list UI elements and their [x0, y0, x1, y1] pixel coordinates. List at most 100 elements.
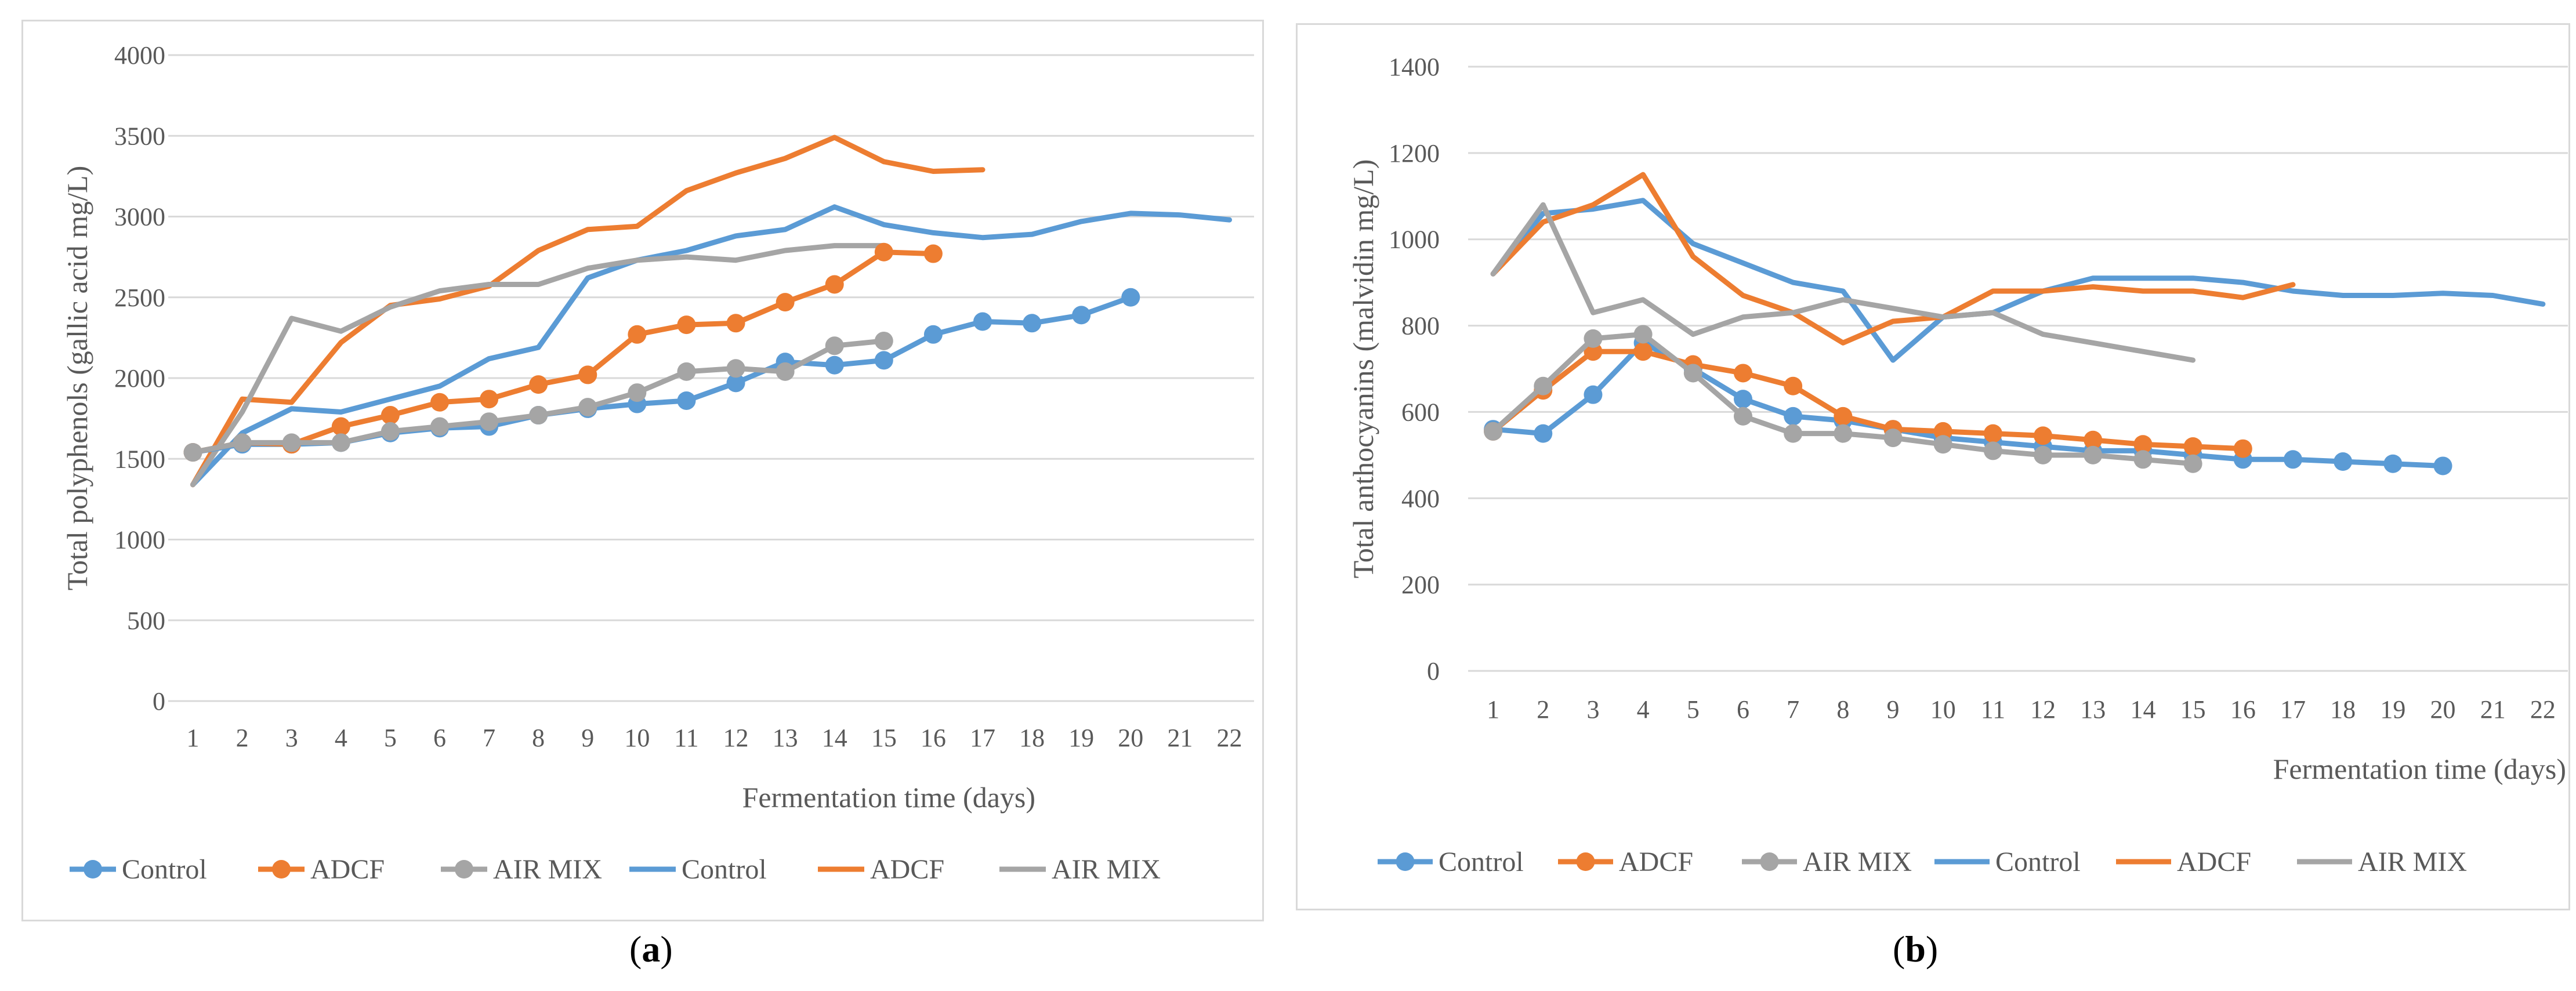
x-tick-label: 10 — [624, 724, 650, 752]
series-line-control — [1490, 198, 2546, 363]
x-tick-label: 12 — [723, 724, 749, 752]
x-tick-label: 7 — [1787, 695, 1799, 724]
x-tick-label: 6 — [433, 724, 446, 752]
data-point — [1784, 424, 1803, 443]
y-axis-title: Total anthocyanins (malvidin mg/L) — [1347, 159, 1379, 579]
data-point — [2433, 456, 2452, 475]
legend-marker — [1760, 852, 1779, 871]
y-axis-title: Total polyphenols (gallic acid mg/L) — [61, 166, 93, 590]
y-tick-label: 0 — [1427, 657, 1440, 685]
data-point — [1834, 424, 1853, 443]
data-point — [1633, 342, 1653, 361]
caption-b: (b) — [1893, 928, 1938, 971]
x-tick-label: 20 — [1118, 724, 1143, 752]
x-tick-label: 17 — [2280, 695, 2306, 724]
x-tick-label: 7 — [483, 724, 495, 752]
data-point — [2034, 445, 2053, 464]
data-point — [2183, 437, 2202, 456]
x-tick-label: 5 — [1687, 695, 1700, 724]
data-point — [1933, 435, 1952, 454]
y-tick-label: 4000 — [114, 41, 165, 70]
x-axis-title: Fermentation time (days) — [742, 781, 1035, 814]
data-point — [282, 433, 301, 452]
caption-b-open: ( — [1893, 928, 1905, 970]
legend-label: Control — [1995, 847, 2081, 877]
y-tick-label: 2000 — [114, 364, 165, 393]
data-point — [2084, 430, 2103, 449]
data-point — [628, 325, 647, 344]
x-tick-label: 18 — [2330, 695, 2356, 724]
data-point — [1983, 441, 2002, 460]
data-point — [2383, 454, 2403, 473]
data-point — [677, 391, 696, 410]
legend-label: Control — [1439, 847, 1524, 877]
x-tick-label: 19 — [1068, 724, 1094, 752]
data-point — [529, 375, 548, 394]
legend-label: ADCF — [870, 854, 944, 885]
data-point — [381, 422, 400, 441]
legend-marker — [272, 860, 291, 879]
data-point — [923, 244, 943, 263]
y-tick-label: 2500 — [114, 284, 165, 312]
x-tick-label: 20 — [2430, 695, 2456, 724]
caption-a: (a) — [629, 928, 673, 971]
y-tick-label: 1400 — [1389, 53, 1440, 81]
y-tick-label: 800 — [1401, 312, 1440, 340]
series-line-adcf — [190, 135, 986, 488]
caption-b-close: ) — [1925, 928, 1939, 970]
x-tick-label: 13 — [773, 724, 798, 752]
series-line-air-mix — [190, 243, 887, 488]
x-tick-label: 13 — [2080, 695, 2106, 724]
x-tick-label: 1 — [187, 724, 200, 752]
data-point — [1734, 406, 1752, 426]
y-tick-label: 3000 — [114, 203, 165, 231]
y-tick-label: 400 — [1401, 484, 1440, 513]
legend-label: AIR MIX — [1052, 854, 1161, 885]
data-point — [578, 365, 597, 384]
x-tick-label: 10 — [1930, 695, 1956, 724]
x-tick-label: 2 — [1537, 695, 1549, 724]
data-point — [776, 293, 795, 312]
data-point — [2183, 454, 2202, 473]
legend-label: Control — [682, 854, 767, 885]
data-point — [430, 417, 449, 436]
x-tick-label: 15 — [871, 724, 897, 752]
y-tick-label: 3500 — [114, 122, 165, 150]
x-tick-label: 6 — [1737, 695, 1749, 724]
data-point — [1072, 306, 1091, 325]
data-point — [2233, 439, 2252, 458]
data-point — [1933, 422, 1952, 441]
x-tick-label: 8 — [532, 724, 545, 752]
x-tick-label: 16 — [921, 724, 946, 752]
x-tick-label: 19 — [2380, 695, 2405, 724]
x-tick-label: 3 — [1586, 695, 1599, 724]
x-tick-label: 22 — [1216, 724, 1242, 752]
data-point — [726, 359, 745, 378]
data-point — [480, 390, 499, 409]
data-point — [2133, 435, 2153, 454]
x-tick-label: 1 — [1487, 695, 1499, 724]
data-point — [331, 433, 350, 452]
x-tick-label: 9 — [1887, 695, 1900, 724]
data-point — [923, 325, 943, 344]
x-tick-label: 3 — [285, 724, 298, 752]
series-line-air-mix — [1490, 202, 2196, 363]
data-point — [183, 443, 202, 462]
x-tick-label: 21 — [1167, 724, 1193, 752]
data-point — [2034, 426, 2053, 445]
data-point — [1734, 390, 1752, 409]
data-point — [825, 275, 844, 294]
y-tick-label: 1200 — [1389, 139, 1440, 168]
data-point — [677, 362, 696, 381]
data-point — [430, 393, 449, 412]
data-point — [2084, 445, 2103, 464]
data-point — [1584, 329, 1603, 348]
x-tick-label: 5 — [384, 724, 397, 752]
data-point — [1023, 314, 1042, 333]
x-tick-label: 9 — [581, 724, 594, 752]
data-point — [331, 417, 350, 436]
caption-a-open: ( — [629, 928, 642, 970]
data-point — [1584, 342, 1603, 361]
y-tick-label: 0 — [153, 687, 165, 716]
